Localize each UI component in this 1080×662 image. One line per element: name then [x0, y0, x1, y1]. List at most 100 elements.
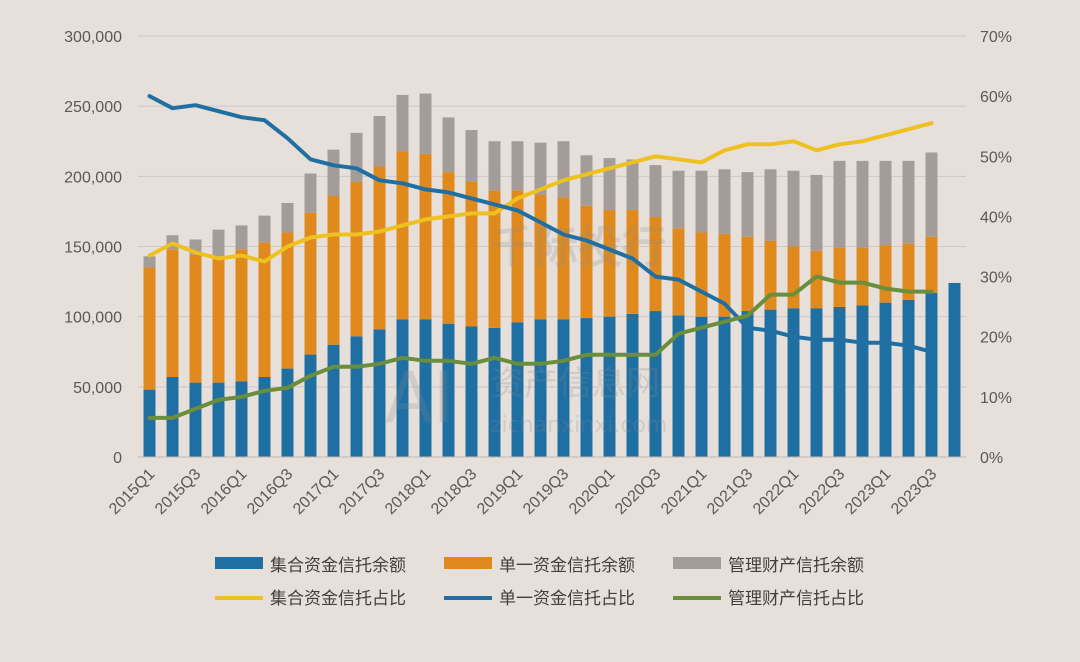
bar-segment-series-0	[235, 381, 248, 457]
watermark-site-url: zichanxinxi.com	[490, 413, 667, 438]
bar-segment-series-1	[143, 267, 156, 390]
y-left-tick-label: 250,000	[64, 99, 122, 116]
y-left-tick-label: 100,000	[64, 310, 122, 327]
bar-segment-series-2	[212, 229, 225, 257]
y-right-tick-label: 20%	[980, 330, 1012, 347]
bar-segment-series-1	[235, 249, 248, 382]
y-right-tick-label: 50%	[980, 149, 1012, 166]
bar-segment-series-0	[649, 311, 662, 457]
bar-segment-series-2	[580, 155, 593, 206]
y-left-tick-label: 50,000	[73, 380, 122, 397]
bar-segment-series-2	[304, 173, 317, 213]
x-tick-label: 2016Q3	[244, 466, 296, 518]
bar-segment-series-1	[189, 254, 202, 383]
bar-segment-series-1	[833, 247, 846, 307]
x-tick-label: 2018Q1	[382, 466, 434, 518]
bar-segment-series-2	[534, 142, 547, 195]
bar-segment-series-0	[511, 322, 524, 457]
grid-lines	[138, 35, 966, 458]
bar-segment-series-0	[258, 377, 271, 457]
x-tick-label: 2021Q3	[704, 466, 756, 518]
y-right-tick-label: 40%	[980, 209, 1012, 226]
bar-segment-series-2	[603, 158, 616, 211]
lines	[147, 94, 934, 420]
bar-segment-series-1	[419, 153, 432, 320]
bar-segment-series-2	[327, 149, 340, 196]
bar-segment-series-2	[833, 160, 846, 248]
x-tick-label: 2017Q3	[336, 466, 388, 518]
y-right-tick-label: 30%	[980, 270, 1012, 287]
bar-segment-series-1	[787, 246, 800, 309]
x-tick-label: 2016Q1	[198, 466, 250, 518]
bar-segment-series-2	[442, 117, 455, 173]
x-tick-label: 2022Q3	[796, 466, 848, 518]
y-right-tick-label: 0%	[980, 450, 1003, 467]
bar-segment-series-2	[488, 141, 501, 191]
y-left-tick-label: 150,000	[64, 240, 122, 257]
bar-segment-series-2	[350, 132, 363, 182]
bar-segment-series-2	[787, 170, 800, 247]
bar-segment-series-0	[281, 368, 294, 457]
bar-segment-series-0	[465, 326, 478, 457]
bar-segment-series-2	[143, 256, 156, 268]
watermark-brand: 千际投行	[490, 222, 666, 273]
bar-segment-series-1	[741, 236, 754, 312]
y-left-tick-label: 300,000	[64, 29, 122, 46]
bar-segment-series-2	[258, 215, 271, 243]
bar-segment-series-1	[281, 232, 294, 369]
x-tick-label: 2022Q1	[750, 466, 802, 518]
legend-swatch-single-balance	[444, 557, 492, 569]
bar-segment-series-0	[718, 316, 731, 457]
bar-segment-series-2	[764, 169, 777, 241]
x-tick-label: 2019Q3	[520, 466, 572, 518]
watermark-logo: AI	[385, 357, 454, 439]
legend-swatch-property-balance	[673, 557, 721, 569]
bar-segment-series-0	[925, 292, 938, 457]
bar-segment-series-1	[764, 240, 777, 310]
watermark-site-name: 资产信息网	[490, 364, 660, 404]
x-tick-label: 2020Q3	[612, 466, 664, 518]
bar-segment-series-2	[557, 141, 570, 198]
bar-segment-series-0	[327, 344, 340, 457]
bar-segment-series-0	[534, 319, 547, 457]
bar-segment-series-1	[902, 243, 915, 300]
bar-segment-series-2	[672, 170, 685, 229]
bar-segment-series-1	[626, 210, 639, 314]
y-left-tick-label: 0	[113, 450, 122, 467]
bar-segment-series-2	[718, 169, 731, 234]
bar-segment-series-0	[143, 389, 156, 457]
bar-segment-series-0	[396, 319, 409, 457]
bar-segment-series-0	[787, 308, 800, 457]
bar-segment-series-0	[833, 306, 846, 457]
bar-segment-series-0	[902, 299, 915, 457]
bar-segment-series-1	[695, 232, 708, 317]
bar-segment-series-0	[948, 282, 961, 457]
bar-segment-series-2	[810, 174, 823, 251]
bar-segment-series-0	[580, 318, 593, 457]
bar-segment-series-1	[350, 181, 363, 337]
bar-segment-series-1	[810, 250, 823, 309]
line-series-2	[147, 274, 934, 420]
bar-segment-series-0	[672, 315, 685, 457]
y-right-tick-label: 10%	[980, 390, 1012, 407]
bar-segment-series-1	[442, 172, 455, 324]
bar-segment-series-1	[465, 181, 478, 327]
bar-segment-series-1	[304, 212, 317, 355]
line-series-1	[147, 94, 934, 354]
x-tick-label: 2015Q1	[106, 466, 158, 518]
legend: 集合资金信托余额 单一资金信托余额 管理财产信托余额 集合资金信托占比 单一资金…	[215, 556, 864, 609]
x-tick-label: 2015Q3	[152, 466, 204, 518]
bar-segment-series-0	[488, 327, 501, 457]
bar-segment-series-0	[442, 323, 455, 457]
bar-segment-series-1	[879, 245, 892, 303]
bar-segment-series-2	[695, 170, 708, 233]
bar-segment-series-2	[741, 172, 754, 237]
bar-segment-series-2	[856, 160, 869, 248]
legend-label-single-balance: 单一资金信托余额	[499, 556, 635, 576]
x-tick-label: 2018Q3	[428, 466, 480, 518]
watermark: 千际投行 AI 资产信息网 zichanxinxi.com	[385, 222, 667, 439]
bar-segment-series-2	[649, 165, 662, 218]
bar-segment-series-0	[764, 309, 777, 457]
bar-segment-series-2	[511, 141, 524, 191]
